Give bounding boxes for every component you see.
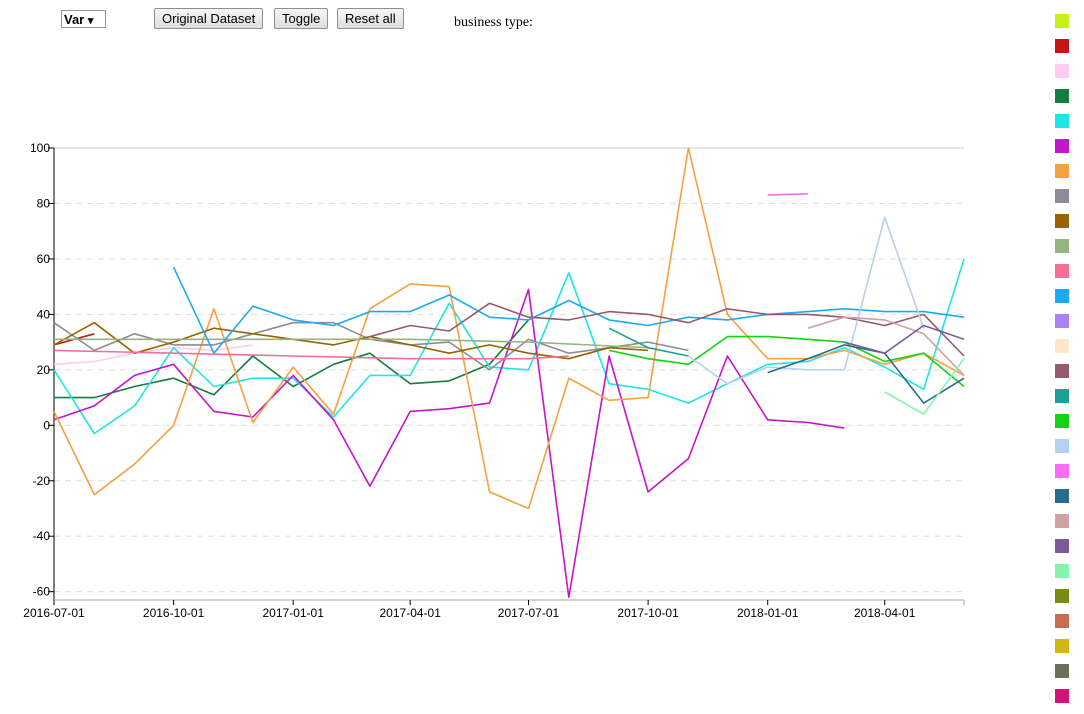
- series-line-14[interactable]: [608, 335, 965, 388]
- legend-swatch-23[interactable]: [1055, 564, 1069, 578]
- y-tick-label: 60: [37, 252, 51, 266]
- legend-swatch-7[interactable]: [1055, 164, 1069, 178]
- x-tick-label: 2016-07-01: [23, 606, 85, 620]
- y-tick-label: 80: [37, 196, 51, 210]
- legend-swatch-25[interactable]: [1055, 614, 1069, 628]
- series-lines: [53, 147, 965, 599]
- series-line-10[interactable]: [53, 349, 569, 360]
- legend-swatch-1[interactable]: [1055, 14, 1069, 28]
- y-tick-label: 20: [37, 363, 51, 377]
- grid-lines: [54, 147, 964, 593]
- y-tick-label: 0: [43, 418, 50, 432]
- series-line-6[interactable]: [53, 147, 965, 510]
- reset-all-button[interactable]: Reset all: [337, 8, 404, 29]
- series-line-5[interactable]: [53, 288, 845, 599]
- legend-swatch-11[interactable]: [1055, 264, 1069, 278]
- chevron-down-icon: ▾: [87, 15, 94, 27]
- y-tick-label: -60: [33, 585, 51, 599]
- legend-swatch-21[interactable]: [1055, 514, 1069, 528]
- legend-swatch-27[interactable]: [1055, 664, 1069, 678]
- series-line-12[interactable]: [369, 302, 965, 357]
- series-line-18[interactable]: [807, 316, 965, 376]
- legend-swatch-24[interactable]: [1055, 589, 1069, 603]
- legend: [1055, 14, 1069, 714]
- series-line-9[interactable]: [54, 338, 649, 349]
- legend-swatch-22[interactable]: [1055, 539, 1069, 553]
- axes: 100 80 60 40 20 0 -20 -40 -60 2016-07-01 2016-10-0…: [23, 141, 965, 620]
- series-line-20[interactable]: [884, 358, 965, 416]
- legend-swatch-17[interactable]: [1055, 414, 1069, 428]
- series-line-3[interactable]: [54, 319, 530, 399]
- legend-swatch-13[interactable]: [1055, 314, 1069, 328]
- legend-swatch-20[interactable]: [1055, 489, 1069, 503]
- legend-swatch-26[interactable]: [1055, 639, 1069, 653]
- toggle-button[interactable]: Toggle: [274, 8, 329, 29]
- series-line-8[interactable]: [53, 321, 649, 360]
- legend-swatch-3[interactable]: [1055, 64, 1069, 78]
- series-line-17[interactable]: [767, 344, 965, 404]
- x-tick-label: 2017-01-01: [263, 606, 325, 620]
- series-line-2[interactable]: [53, 344, 254, 366]
- legend-swatch-28[interactable]: [1055, 689, 1069, 703]
- legend-swatch-2[interactable]: [1055, 39, 1069, 53]
- x-tick-label: 2017-10-01: [617, 606, 679, 620]
- original-dataset-button[interactable]: Original Dataset: [154, 8, 264, 29]
- legend-swatch-10[interactable]: [1055, 239, 1069, 253]
- series-line-4[interactable]: [53, 258, 965, 435]
- legend-swatch-15[interactable]: [1055, 364, 1069, 378]
- y-tick-label: 40: [37, 307, 51, 321]
- legend-swatch-6[interactable]: [1055, 139, 1069, 153]
- y-tick-label: -40: [33, 529, 51, 543]
- series-line-13[interactable]: [608, 327, 689, 357]
- var-select-label: Var: [64, 12, 85, 27]
- x-tick-label: 2018-01-01: [737, 606, 799, 620]
- series-line-7[interactable]: [53, 321, 689, 371]
- series-line-15[interactable]: [687, 216, 925, 385]
- x-tick-label: 2017-04-01: [380, 606, 442, 620]
- var-select[interactable]: Var ▾: [61, 10, 106, 28]
- legend-swatch-18[interactable]: [1055, 439, 1069, 453]
- legend-swatch-8[interactable]: [1055, 189, 1069, 203]
- legend-swatch-12[interactable]: [1055, 289, 1069, 303]
- legend-swatch-19[interactable]: [1055, 464, 1069, 478]
- y-tick-label: 100: [30, 141, 50, 155]
- series-line-19[interactable]: [844, 324, 965, 355]
- legend-swatch-14[interactable]: [1055, 339, 1069, 353]
- y-tick-label: -20: [33, 474, 51, 488]
- x-tick-label: 2017-07-01: [498, 606, 560, 620]
- business-type-label: business type:: [454, 15, 533, 30]
- x-tick-label: 2018-04-01: [854, 606, 916, 620]
- legend-swatch-16[interactable]: [1055, 389, 1069, 403]
- legend-swatch-5[interactable]: [1055, 114, 1069, 128]
- series-line-16[interactable]: [767, 193, 809, 196]
- x-tick-label: 2016-10-01: [143, 606, 205, 620]
- series-line-11[interactable]: [172, 266, 965, 355]
- legend-swatch-9[interactable]: [1055, 214, 1069, 228]
- legend-swatch-4[interactable]: [1055, 89, 1069, 103]
- line-chart: 100 80 60 40 20 0 -20 -40 -60 2016-07-01 2016-10-0…: [23, 141, 965, 620]
